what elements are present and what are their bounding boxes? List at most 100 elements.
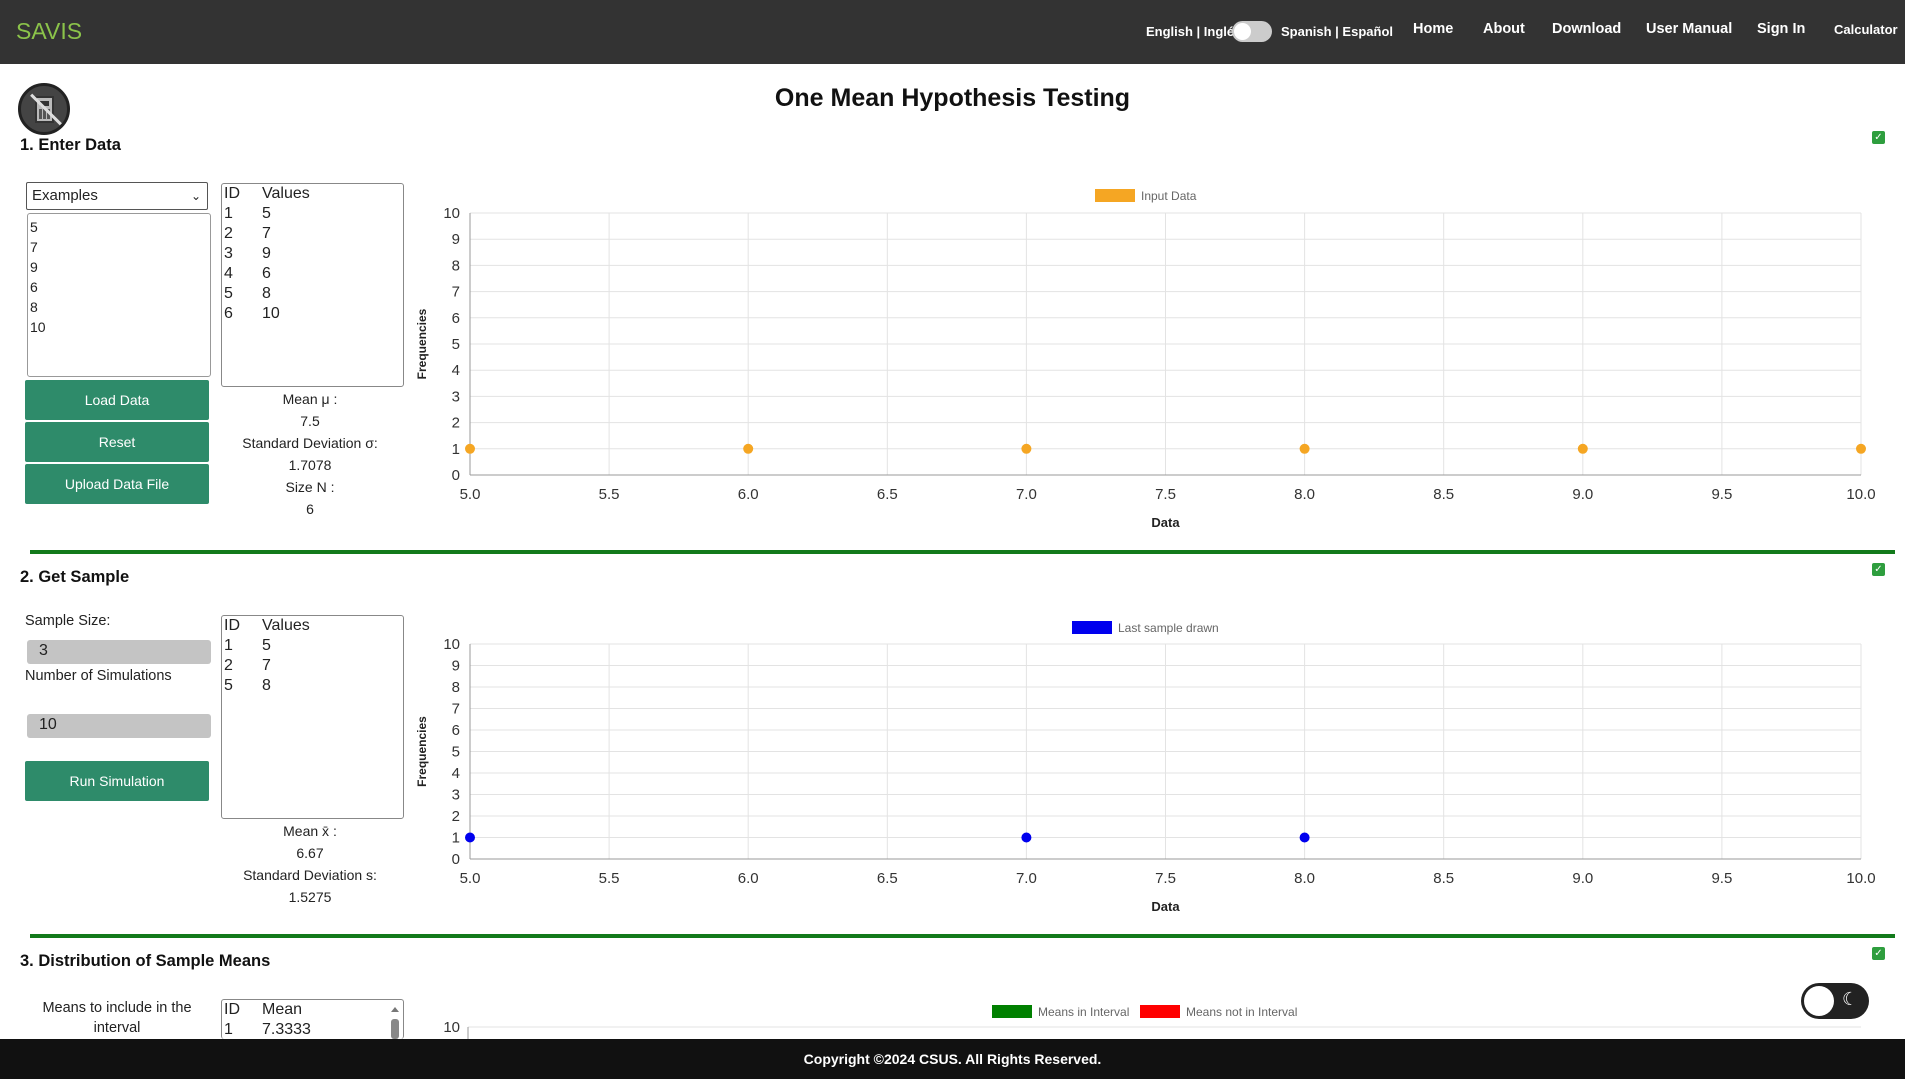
- footer: Copyright ©2024 CSUS. All Rights Reserve…: [0, 1039, 1905, 1079]
- x-tick-label: 8.5: [1433, 870, 1454, 887]
- examples-select[interactable]: Examples ⌄: [26, 182, 208, 210]
- section-divider: [30, 934, 1895, 938]
- sd-label: Standard Deviation σ:: [242, 435, 378, 451]
- table-header: ID Values: [224, 617, 310, 634]
- x-tick-label: 5.0: [460, 486, 481, 503]
- y-tick-label: 6: [452, 722, 460, 739]
- chart2-legend[interactable]: Last sample drawn: [1072, 621, 1219, 635]
- x-tick-label: 9.5: [1711, 870, 1732, 887]
- y-tick-label: 6: [452, 310, 460, 327]
- sd-value: 1.7078: [288, 457, 332, 473]
- section-enter-data-title: 1. Enter Data: [20, 136, 121, 154]
- y-tick-label: 10: [443, 1019, 460, 1036]
- section-divider: [30, 550, 1895, 554]
- num-simulations-label: Number of Simulations: [25, 668, 172, 684]
- dark-mode-toggle[interactable]: ☾: [1801, 983, 1869, 1019]
- y-tick-label: 1: [452, 830, 460, 847]
- nav-calculator[interactable]: Calculator: [1834, 22, 1898, 37]
- x-tick-label: 8.0: [1294, 870, 1315, 887]
- x-tick-label: 5.5: [599, 486, 620, 503]
- table-row: 6 10: [224, 305, 280, 322]
- brand-logo[interactable]: SAVIS: [16, 18, 83, 44]
- y-tick-label: 7: [452, 701, 460, 718]
- y-tick-label: 1: [452, 441, 460, 458]
- y-tick-label: 0: [452, 467, 460, 484]
- section-distribution-title: 3. Distribution of Sample Means: [20, 952, 271, 970]
- means-table-scrollbar[interactable]: [389, 1003, 401, 1039]
- x-tick-label: 7.0: [1016, 486, 1037, 503]
- x-tick-label: 10.0: [1846, 870, 1875, 887]
- x-tick-label: 7.0: [1016, 870, 1037, 887]
- y-tick-label: 7: [452, 284, 460, 301]
- x-tick-label: 5.5: [599, 870, 620, 887]
- nav-about[interactable]: About: [1483, 21, 1525, 37]
- lang-spanish-label: Spanish | Español: [1281, 24, 1393, 39]
- sample-sd-label: Standard Deviation s:: [243, 867, 377, 883]
- data-point[interactable]: [1299, 443, 1310, 454]
- load-data-button[interactable]: Load Data: [25, 380, 209, 420]
- upload-data-file-button[interactable]: Upload Data File: [25, 464, 209, 504]
- population-stats: Mean μ : 7.5 Standard Deviation σ: 1.707…: [230, 388, 390, 520]
- y-tick-label: 8: [452, 679, 460, 696]
- input-data-chart: 0 1 2 3 4 5 6 7 8 9 10 5.0 5.5 6.0 6.5 7.0 7.5 8.0 8.5 9.0 9…: [415, 205, 1876, 530]
- section2-checkbox[interactable]: ✓: [1872, 563, 1885, 576]
- chart3-legend-in[interactable]: Means in Interval: [992, 1005, 1129, 1019]
- sample-means-chart: 10: [443, 1019, 1861, 1039]
- nav-user-manual[interactable]: User Manual: [1646, 21, 1733, 37]
- sample-chart: 0 1 2 3 4 5 6 7 8 9 10 5.0 5.5 6.0 6.5 7.0 7.5 8.0 8.5 9.0 9…: [415, 636, 1876, 914]
- num-simulations-input[interactable]: 10: [27, 714, 211, 738]
- sample-size-input[interactable]: 3: [27, 640, 211, 664]
- nav-home[interactable]: Home: [1413, 21, 1454, 37]
- size-label: Size N :: [285, 479, 335, 495]
- data-point[interactable]: [465, 832, 475, 843]
- lang-english-label: English | Inglés: [1146, 24, 1242, 39]
- y-tick-label: 4: [452, 765, 460, 782]
- size-value: 6: [306, 501, 314, 517]
- x-tick-label: 9.0: [1572, 870, 1593, 887]
- data-point[interactable]: [1021, 832, 1032, 843]
- top-navbar: SAVIS English | Inglés Spanish | Español…: [0, 0, 1905, 64]
- data-point[interactable]: [1856, 443, 1866, 454]
- nav-sign-in[interactable]: Sign In: [1757, 21, 1806, 37]
- language-toggle[interactable]: [1232, 21, 1272, 42]
- x-tick-label: 5.0: [460, 870, 481, 887]
- reset-button[interactable]: Reset: [25, 422, 209, 462]
- run-simulation-button[interactable]: Run Simulation: [25, 761, 209, 801]
- section3-checkbox[interactable]: ✓: [1872, 947, 1885, 960]
- y-tick-label: 3: [452, 388, 460, 405]
- chart1-legend[interactable]: Input Data: [1095, 189, 1196, 203]
- data-input-textarea[interactable]: 5 7 9 6 8 10: [27, 213, 211, 377]
- section-get-sample-title: 2. Get Sample: [20, 568, 130, 586]
- table-header: ID Mean: [224, 1001, 303, 1018]
- x-tick-label: 9.5: [1711, 486, 1732, 503]
- sample-mean-value: 6.67: [296, 845, 324, 861]
- y-axis-label: Frequencies: [415, 716, 429, 787]
- nav-download[interactable]: Download: [1552, 21, 1622, 37]
- x-tick-label: 6.0: [738, 486, 759, 503]
- section1-checkbox[interactable]: ✓: [1872, 131, 1885, 144]
- sample-stats: Mean x̄ : 6.67 Standard Deviation s: 1.5…: [230, 820, 390, 908]
- data-point[interactable]: [1577, 443, 1588, 454]
- interval-label: Means to include in the interval: [42, 1000, 192, 1036]
- means-table[interactable]: ID Mean 1 7.3333: [221, 999, 404, 1039]
- calculator-icon[interactable]: [18, 83, 70, 135]
- x-tick-label: 9.0: [1572, 486, 1593, 503]
- y-tick-label: 2: [452, 808, 460, 825]
- data-point[interactable]: [1299, 832, 1310, 843]
- y-tick-label: 10: [443, 636, 460, 653]
- data-point[interactable]: [743, 443, 754, 454]
- chart3-legend-out[interactable]: Means not in Interval: [1140, 1005, 1297, 1019]
- y-tick-label: 0: [452, 851, 460, 868]
- sample-size-label: Sample Size:: [25, 613, 111, 629]
- data-point[interactable]: [465, 443, 475, 454]
- data-point[interactable]: [1021, 443, 1032, 454]
